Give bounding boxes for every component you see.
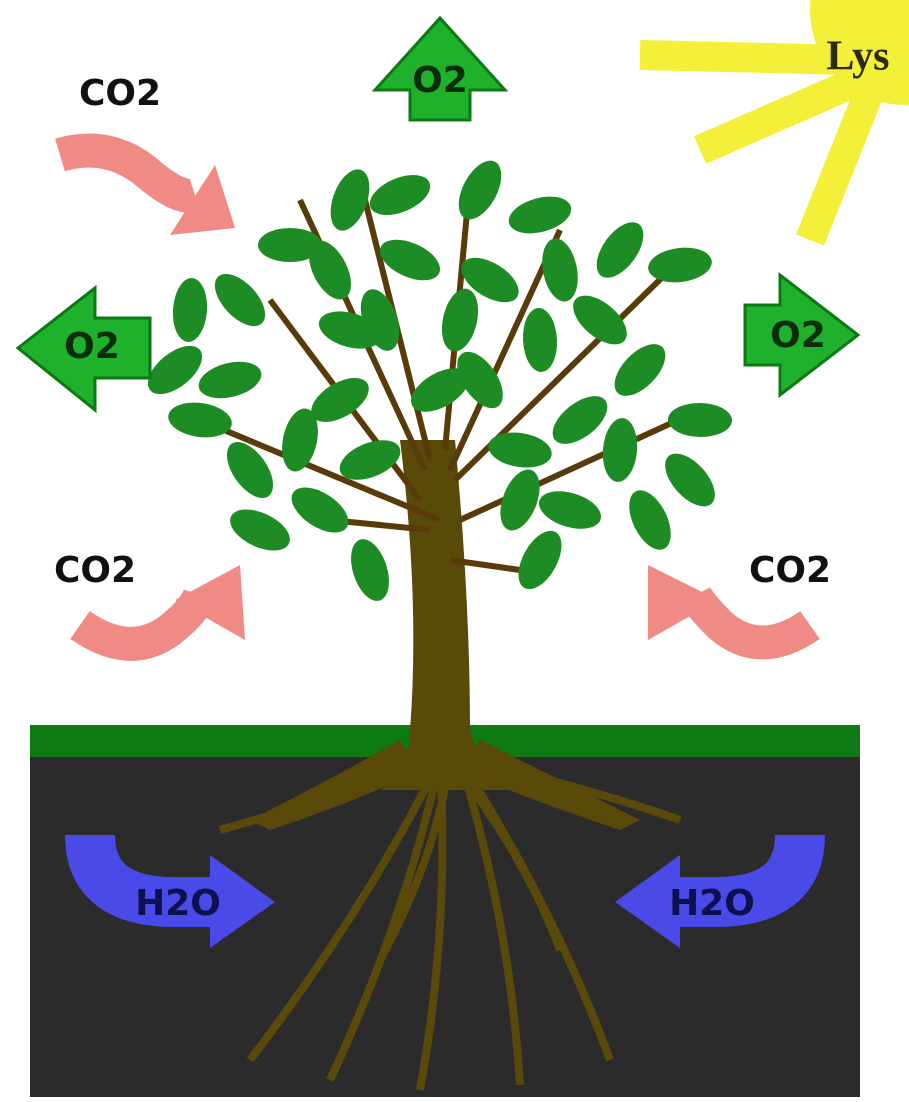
o2-label: O2 (64, 326, 120, 367)
diagram: Lys O2 O2 O2 CO2 CO2 CO2 H2O H2O (0, 0, 909, 1102)
h2o-label: H2O (135, 883, 221, 924)
h2o-label: H2O (669, 883, 755, 924)
sun-label: Lys (826, 34, 889, 80)
co2-label: CO2 (79, 73, 161, 114)
o2-label: O2 (412, 60, 468, 101)
o2-label: O2 (770, 315, 826, 356)
co2-label: CO2 (749, 550, 831, 591)
co2-label: CO2 (54, 550, 136, 591)
